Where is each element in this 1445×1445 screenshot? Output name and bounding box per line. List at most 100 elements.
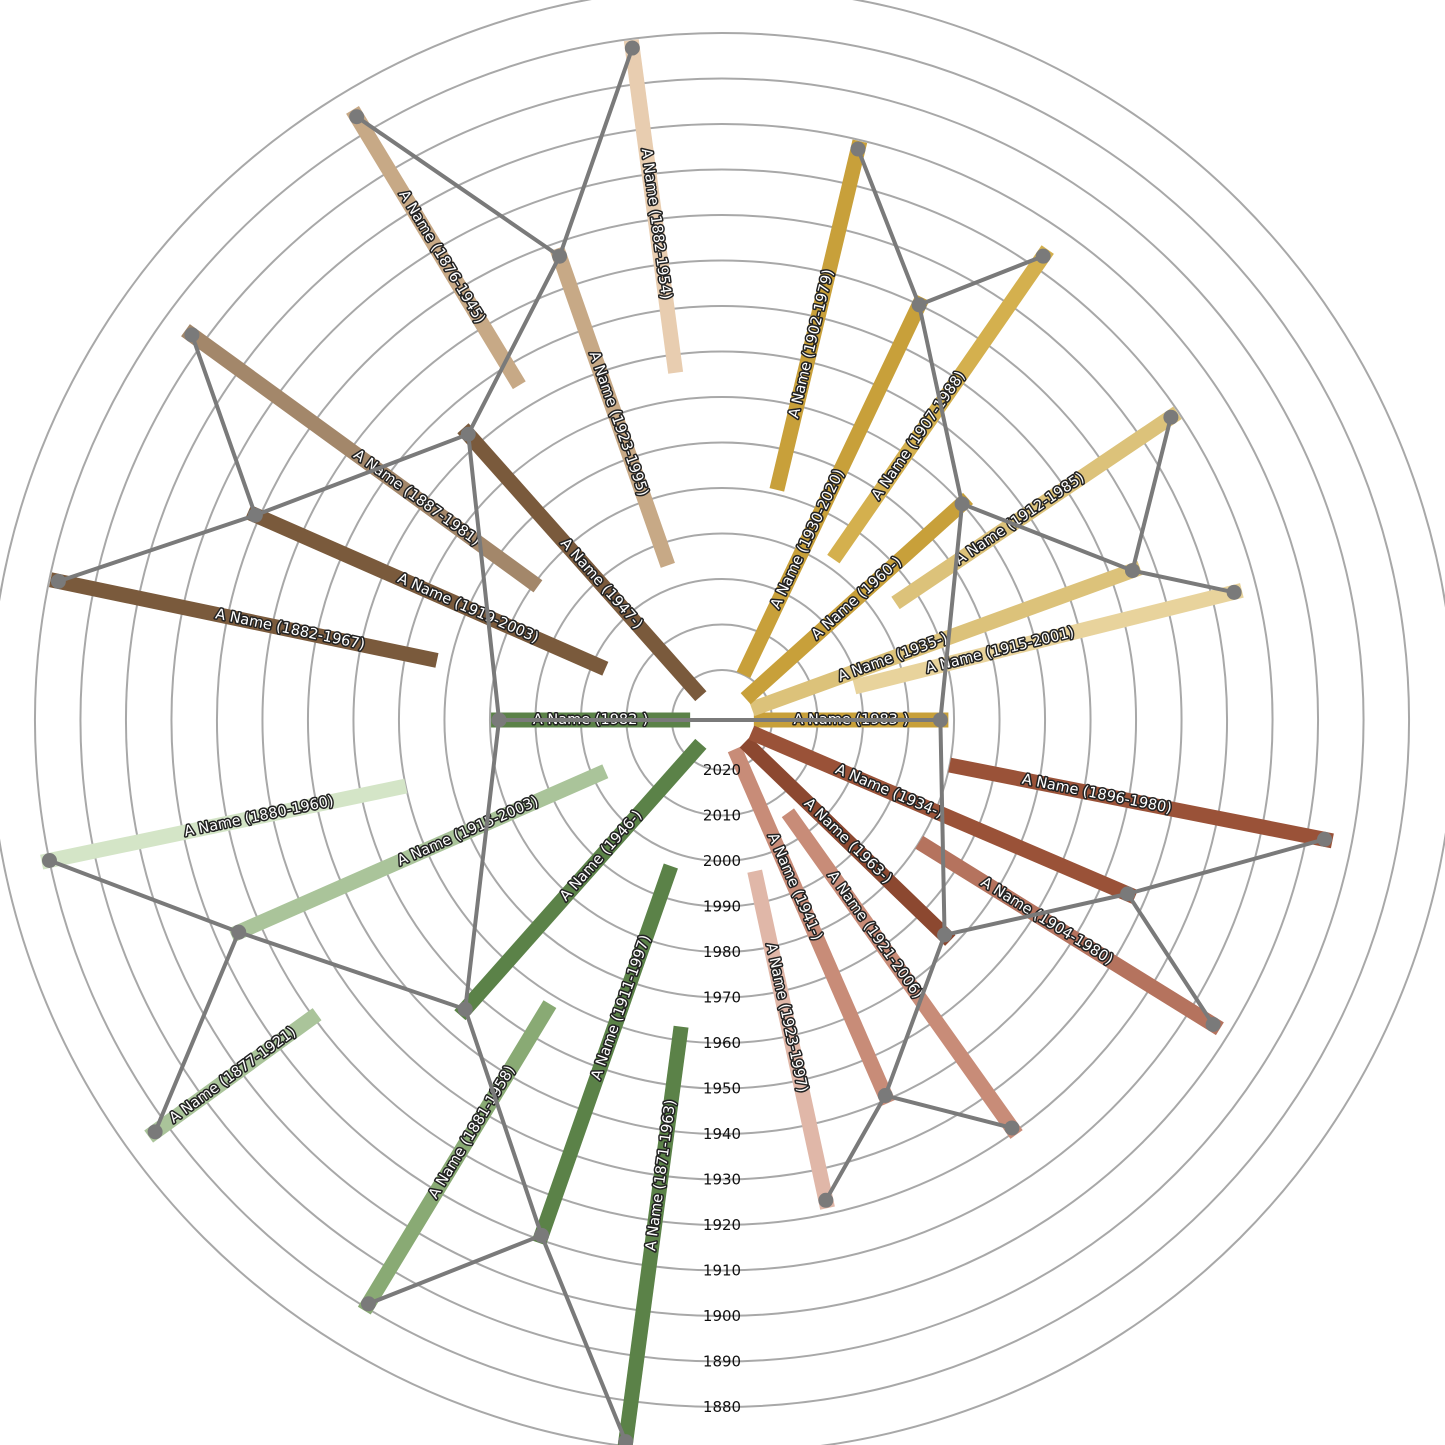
lifespan-bar-p6 — [736, 294, 930, 679]
parent-link-p13-p14 — [56, 513, 258, 584]
lifespan-bar-p11 — [457, 423, 707, 702]
parent-link-p28-p29 — [1125, 837, 1327, 896]
parent-link-p26-p28 — [942, 891, 1130, 937]
birth-node-p26 — [937, 927, 953, 943]
lifespan-bar-p24 — [727, 746, 896, 1106]
birth-node-p5 — [1035, 248, 1051, 264]
grid-ring-1980 — [488, 486, 956, 954]
parent-link-p2-p1 — [1130, 568, 1237, 595]
birth-node-p18 — [147, 1124, 163, 1140]
birth-node-p1 — [1226, 584, 1242, 600]
tick-label-2010: 2010 — [703, 807, 741, 825]
bar-label-p18: A Name (1877-1921) — [167, 1024, 300, 1126]
tick-label-1960: 1960 — [703, 1034, 741, 1052]
parent-link-p17-p18 — [153, 930, 241, 1134]
lifespan-bar-p10 — [346, 106, 526, 390]
bar-label-p29: A Name (1896-1980) — [1021, 772, 1173, 817]
parent-link-p21-p20 — [366, 1233, 544, 1306]
radial-tick-labels: 2020 2010 2000 1990 1980 1970 1960 1950 1940 1930… — [703, 761, 741, 1416]
lifespan-bar-p23 — [747, 869, 835, 1210]
bar-label-p28: A Name (1934-) — [833, 762, 945, 822]
lifespan-bar-p26 — [739, 736, 956, 946]
parent-link-p6-p5 — [917, 254, 1046, 307]
birth-node-p13 — [247, 507, 263, 523]
bar-label-p11: A Name (1947-) — [557, 536, 646, 633]
bar-label-p19: A Name (1946-) — [557, 808, 646, 905]
grid-ring-1900 — [124, 122, 1320, 1318]
parent-link-p0-p26 — [938, 718, 947, 937]
bar-label-p22: A Name (1871-1963) — [643, 1099, 679, 1252]
parent-link-p26-p24 — [883, 932, 947, 1098]
birth-node-p4 — [954, 496, 970, 512]
lifespan-bar-p9 — [549, 246, 675, 568]
parent-links — [47, 46, 1327, 1444]
birth-node-p21 — [534, 1227, 550, 1243]
parent-link-p4-p6 — [917, 302, 965, 506]
lifespan-bar-p14 — [49, 572, 439, 668]
birth-node-p11 — [460, 426, 476, 442]
birth-node-p14 — [50, 573, 66, 589]
birth-node-p16 — [41, 852, 57, 868]
bar-label-p7: A Name (1902-1979) — [786, 268, 837, 420]
parent-link-p9-p10 — [354, 114, 562, 259]
birth-node-p20 — [360, 1296, 376, 1312]
tick-label-1900: 1900 — [703, 1307, 741, 1325]
tick-label-1920: 1920 — [703, 1216, 741, 1234]
tick-label-2000: 2000 — [703, 852, 741, 870]
bar-label-p12: A Name (1887-1981) — [350, 447, 483, 549]
tick-label-1930: 1930 — [703, 1171, 741, 1189]
lifespan-bar-p17 — [228, 764, 609, 943]
bar-label-p23: A Name (1923-1997) — [762, 942, 810, 1094]
tick-label-1970: 1970 — [703, 989, 741, 1007]
parent-link-p0-p4 — [938, 501, 965, 722]
birth-node-p8 — [624, 40, 640, 56]
birth-node-p6 — [911, 297, 927, 313]
birth-node-p3 — [1163, 409, 1179, 425]
bar-label-p8: A Name (1882-1954) — [638, 148, 674, 301]
birth-node-p24 — [877, 1088, 893, 1104]
grid-ring-1930 — [261, 259, 1183, 1181]
lifespan-bar-p27 — [915, 835, 1224, 1036]
parent-link-p6-p7 — [856, 147, 922, 307]
birth-node-p27 — [1205, 1017, 1221, 1033]
birth-node-p17 — [231, 924, 247, 940]
parent-link-p17-p16 — [47, 858, 241, 935]
parent-link-p24-p25 — [883, 1093, 1014, 1130]
tick-label-1890: 1890 — [703, 1353, 741, 1371]
birth-node-p0 — [932, 712, 948, 728]
lifespan-bar-p16 — [40, 778, 408, 870]
lifespan-bar-p22 — [617, 1025, 689, 1445]
parent-link-p24-p23 — [823, 1093, 888, 1203]
lifespan-bar-p20 — [357, 1000, 557, 1315]
grid-ring-1890 — [79, 77, 1365, 1363]
tick-label-1940: 1940 — [703, 1125, 741, 1143]
lifespan-bar-p4 — [740, 492, 974, 705]
bar-label-p21: A Name (1911-1997) — [589, 933, 654, 1082]
lifespan-bar-p13 — [245, 505, 609, 676]
tick-label-1950: 1950 — [703, 1080, 741, 1098]
bar-label-p10: A Name (1876-1945) — [395, 188, 488, 327]
tick-label-2020: 2020 — [703, 761, 741, 779]
parent-link-p4-p2 — [960, 501, 1135, 573]
grid-ring-1910 — [170, 168, 1274, 1272]
birth-node-p22 — [618, 1434, 634, 1445]
birth-node-p10 — [349, 109, 365, 125]
birth-node-p28 — [1120, 886, 1136, 902]
bar-label-p4: A Name (1960-) — [809, 554, 905, 643]
birth-node-p19 — [457, 1001, 473, 1017]
tick-label-1980: 1980 — [703, 943, 741, 961]
parent-link-p11-p13 — [253, 432, 471, 518]
bar-label-p14: A Name (1882-1967) — [214, 606, 366, 653]
birth-node-p2 — [1124, 563, 1140, 579]
bar-label-p16: A Name (1880-1960) — [183, 793, 335, 840]
tick-label-1880: 1880 — [703, 1398, 741, 1416]
birth-node-p7 — [850, 141, 866, 157]
grid-ring-1920 — [215, 213, 1229, 1227]
tick-label-1910: 1910 — [703, 1262, 741, 1280]
grid-ring-1940 — [306, 304, 1138, 1136]
grid-ring-1960 — [397, 395, 1047, 1045]
lifespan-bar-p2 — [749, 560, 1143, 717]
lifespan-bar-p18 — [144, 1008, 322, 1143]
